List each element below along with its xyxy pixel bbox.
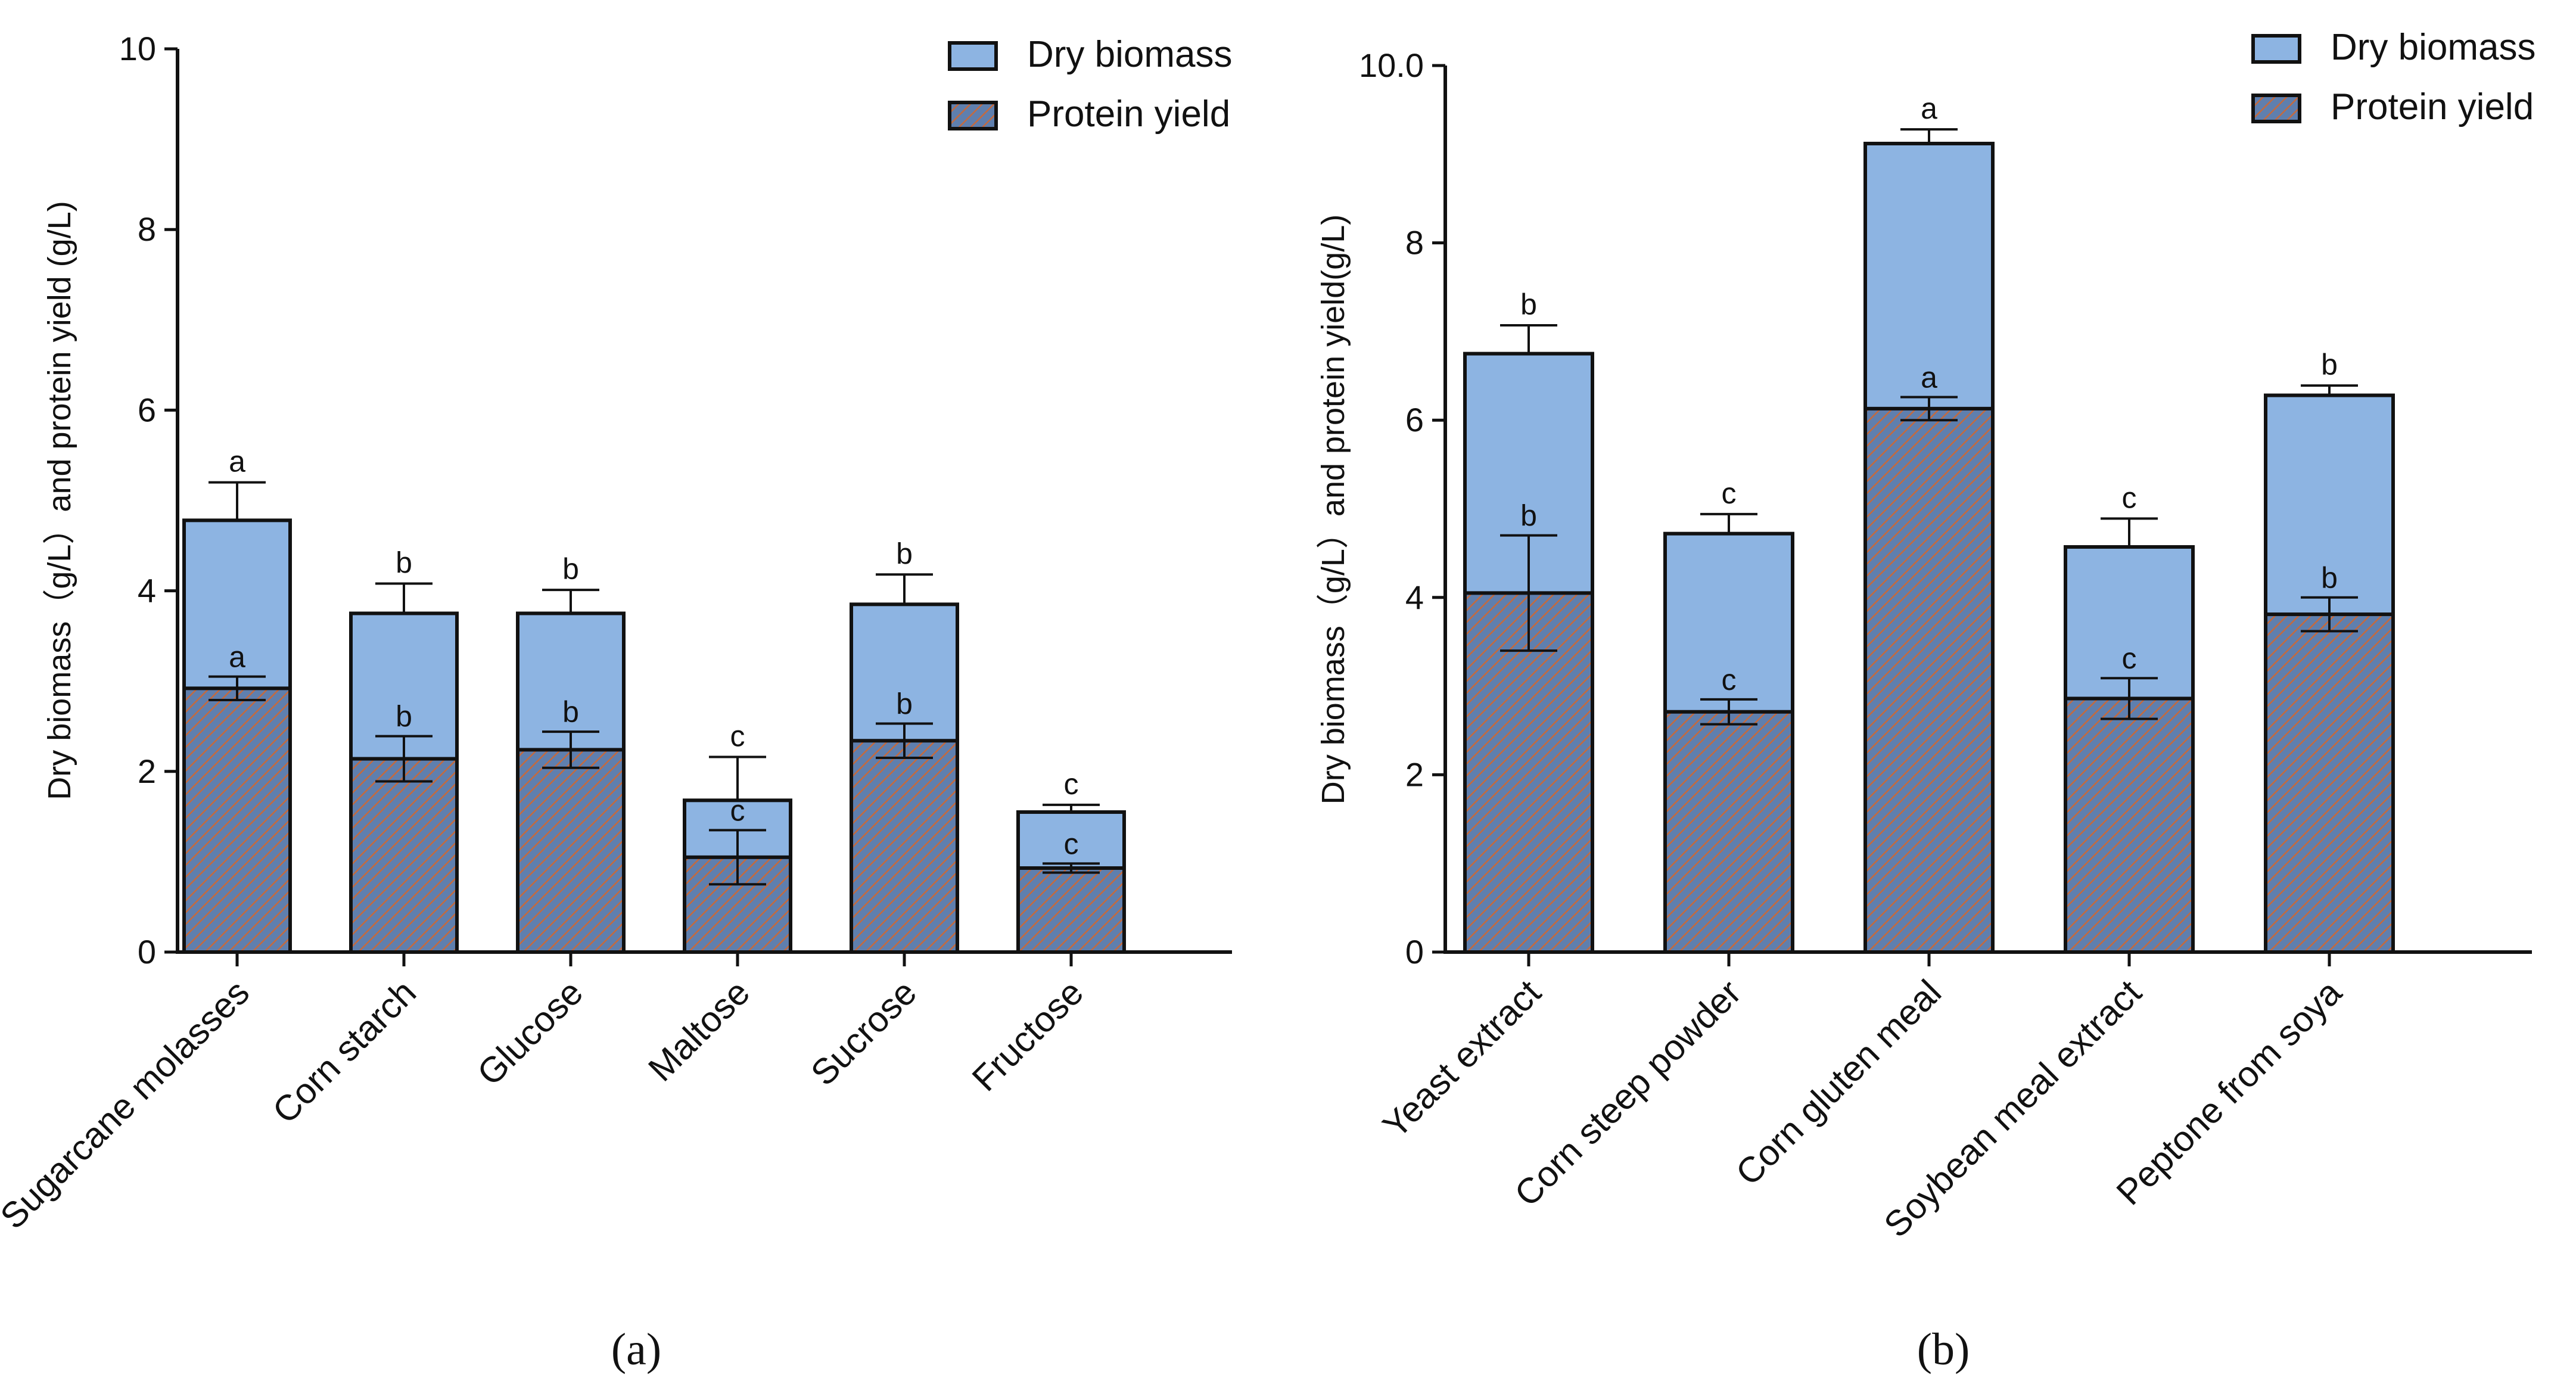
panel-b-sig-letter-dry-biomass: b [1520,288,1537,321]
panel-a-sig-letter-dry-biomass: b [896,537,913,570]
panel-b-ytick-label: 8 [1405,224,1424,262]
panel-b-sig-letter-protein-yield: c [1722,663,1737,696]
panel-b-bar-protein-yield [2064,696,2195,954]
panel-b-sig-letter-dry-biomass: b [2321,348,2338,381]
panel-b-y-axis-title: Dry biomass（g/L）and protein yield(g/L) [1315,214,1351,804]
panel-b-legend-label: Protein yield [2331,86,2534,127]
panel-b-bar-protein-yield [2264,612,2395,954]
panel-b-sig-letter-dry-biomass: a [1921,92,1937,125]
panel-a-label: (a) [611,1324,661,1374]
chart-panel-b: 0 2 4 6 8 10.0 b b Yeast extract c c Corn steep pow… [1315,27,2536,1374]
panel-b-ytick-label: 4 [1405,579,1424,616]
panel-a-legend-label: Dry biomass [1027,34,1233,75]
chart-panel-a: 0 2 4 6 8 10 a a Sugarcane molasses b b Corn starch… [0,30,1233,1374]
panel-a-bar-protein-yield [349,757,459,954]
panel-b-legend-swatch [2251,34,2301,64]
panel-a-legend-label: Protein yield [1027,94,1230,135]
panel-a-sig-letter-protein-yield: c [730,794,745,827]
panel-b-category-label: Corn steep powder [1507,972,1749,1214]
panel-a-bar-protein-yield [850,739,959,954]
panel-a-sig-letter-dry-biomass: c [1064,767,1079,801]
panel-a-sig-letter-dry-biomass: b [396,546,412,579]
panel-b-ytick-label: 0 [1405,933,1424,971]
panel-a-ytick-label: 6 [138,391,156,428]
panel-a-category-label: Maltose [640,972,757,1089]
panel-a-category-label: Sugarcane molasses [0,972,257,1237]
panel-a-bar-protein-yield [182,686,292,954]
panel-a-ytick-label: 2 [138,752,156,790]
panel-b-ytick-label: 10.0 [1359,46,1424,84]
panel-b-sig-letter-protein-yield: a [1921,361,1937,394]
panel-b-legend-label: Dry biomass [2331,27,2536,68]
panel-a-ytick-label: 8 [138,210,156,248]
panel-a-sig-letter-dry-biomass: c [730,720,745,753]
panel-b-ytick-label: 6 [1405,401,1424,439]
panel-a-category-label: Corn starch [265,972,424,1131]
panel-a-sig-letter-dry-biomass: b [562,552,579,586]
panel-b-sig-letter-protein-yield: b [1520,499,1537,533]
panel-a-ytick-label: 4 [138,572,156,609]
panel-a-sig-letter-protein-yield: b [896,687,913,720]
panel-a-ytick-label: 0 [138,933,156,971]
panel-b-legend-swatch [2251,94,2301,123]
panel-a-sig-letter-protein-yield: c [1064,827,1079,860]
panel-a-y-axis-title: Dry biomass（g/L）and protein yield (g/L) [42,201,77,800]
panel-b-bar-protein-yield [1863,406,1995,954]
panel-a-sig-letter-protein-yield: b [562,695,579,729]
panel-a-sig-letter-protein-yield: b [396,700,412,733]
panel-a-category-label: Fructose [965,972,1091,1099]
panel-b-sig-letter-dry-biomass: c [1722,477,1737,510]
panel-a-legend-swatch [948,41,998,71]
panel-b-category-label: Corn gluten meal [1728,972,1949,1193]
panel-a-sig-letter-protein-yield: a [229,640,245,674]
panel-a-sig-letter-dry-biomass: a [229,445,245,478]
panel-b-sig-letter-protein-yield: b [2321,561,2338,595]
panel-a-bar-protein-yield [516,748,626,954]
panel-a-legend-swatch [948,101,998,130]
panel-a-category-label: Glucose [469,972,590,1093]
panel-b-bar-protein-yield [1663,710,1794,954]
panel-b-label: (b) [1917,1324,1970,1374]
panel-b-sig-letter-dry-biomass: c [2122,481,2137,514]
panel-b-category-label: Yeast extract [1375,972,1548,1146]
panel-a-ytick-label: 10 [119,30,156,67]
panel-a-bar-protein-yield [1016,866,1126,954]
panel-b-category-label: Peptone from soya [2109,972,2350,1212]
panel-b-ytick-label: 2 [1405,755,1424,793]
panel-b-sig-letter-protein-yield: c [2122,642,2137,675]
panel-b-bar-protein-yield [1463,591,1594,954]
panel-a-category-label: Sucrose [803,972,924,1093]
